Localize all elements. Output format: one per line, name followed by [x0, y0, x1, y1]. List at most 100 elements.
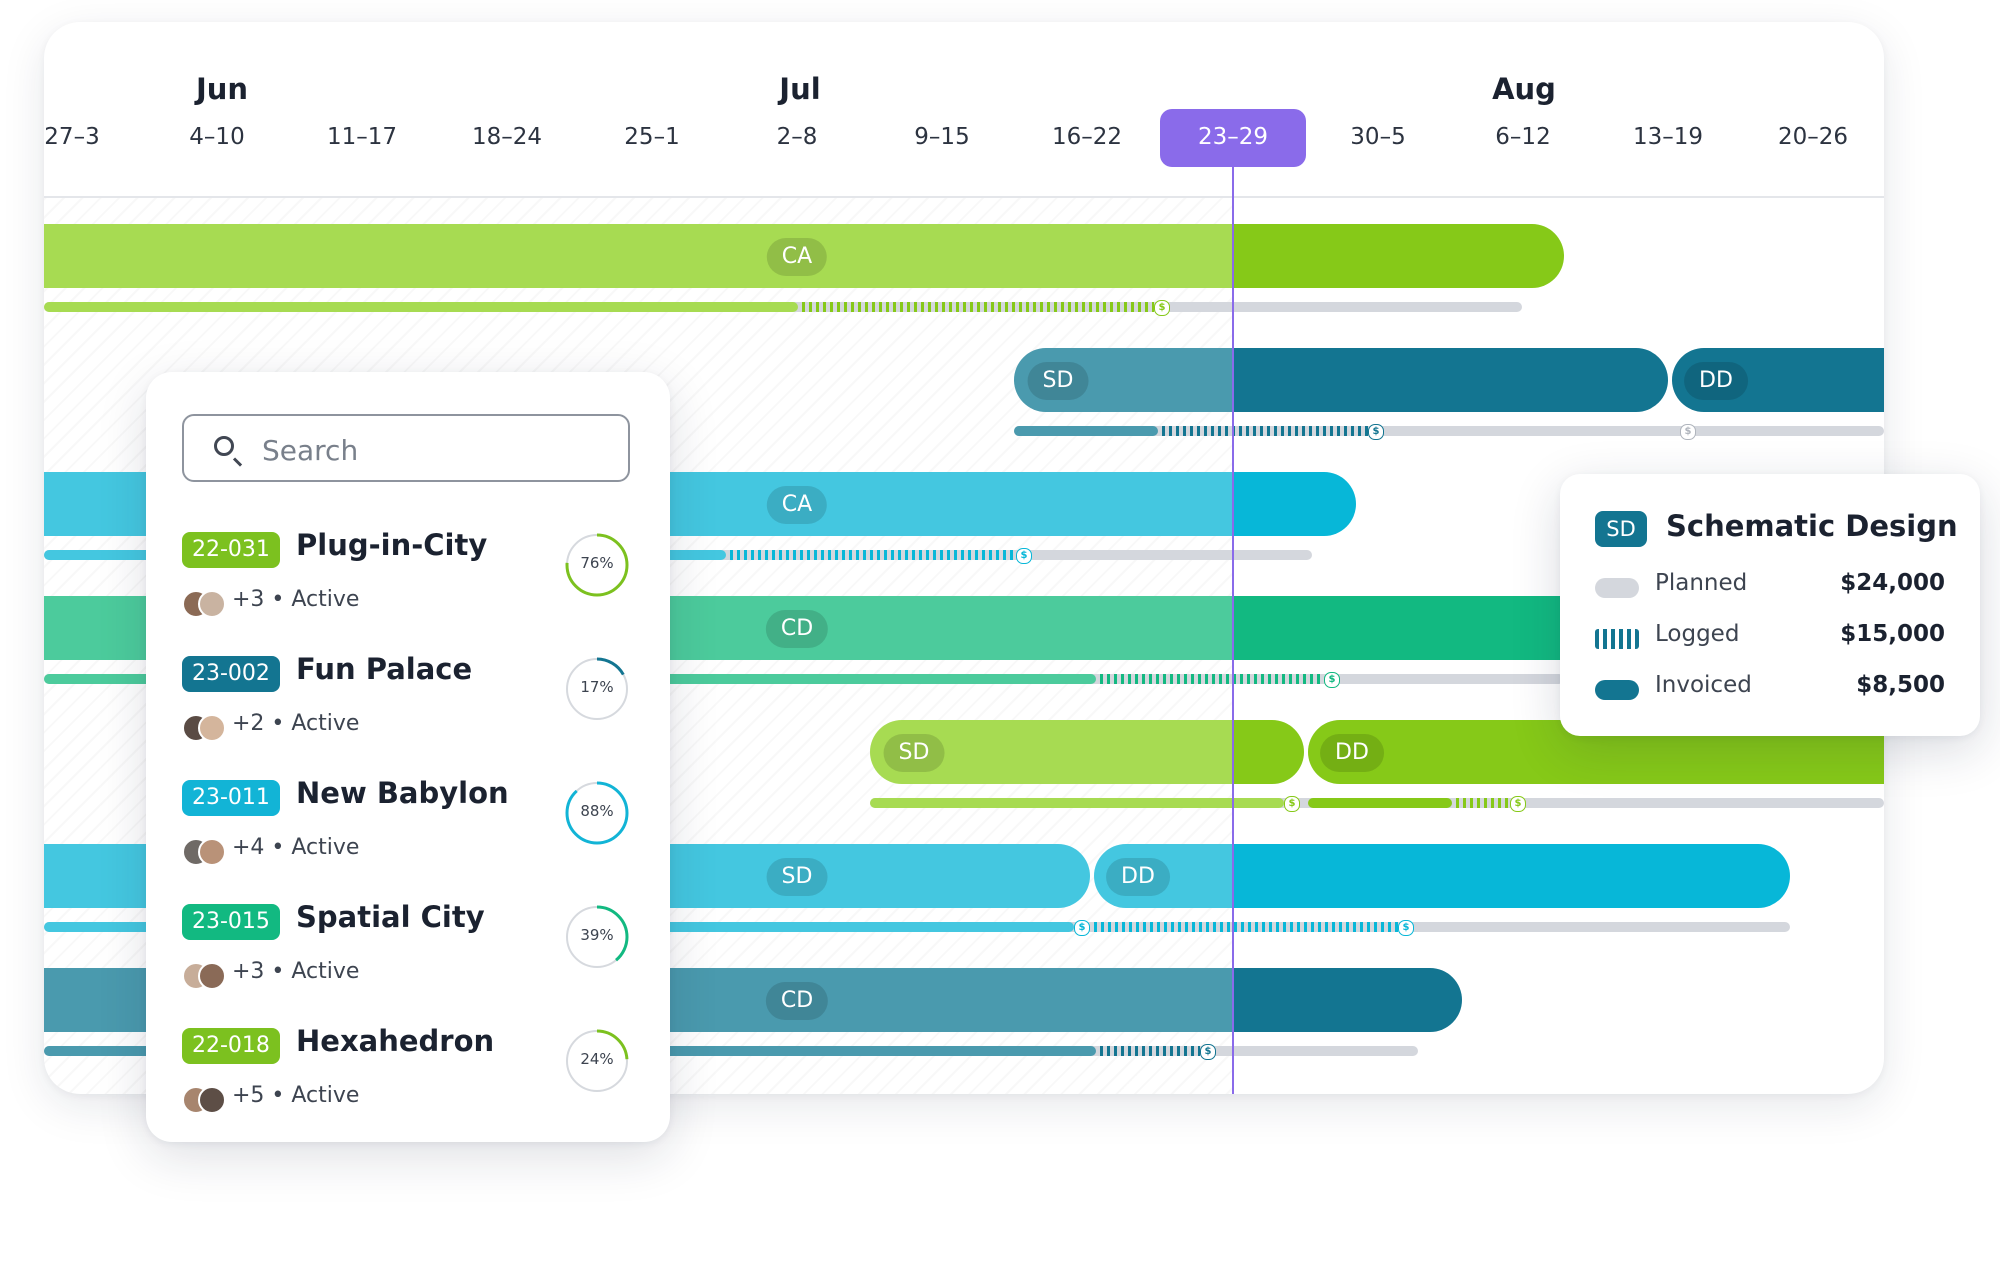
progress-ring — [565, 657, 629, 721]
month-label: Aug — [1492, 72, 1556, 106]
logged-bar — [1094, 922, 1398, 932]
header-divider — [44, 196, 1884, 198]
project-list-item[interactable]: 23-002 Fun Palace +2 • Active 17% — [182, 652, 632, 766]
row-label: Planned — [1655, 570, 1748, 596]
planned-swatch — [1595, 578, 1639, 598]
logged-bar — [1100, 1046, 1200, 1056]
phase-label: SD — [1027, 362, 1089, 400]
row-value: $24,000 — [1840, 570, 1945, 596]
row-label: Logged — [1655, 621, 1740, 647]
logged-bar — [802, 302, 1154, 312]
search-icon — [214, 436, 234, 456]
avatar — [198, 714, 226, 742]
phase-label: CD — [765, 610, 829, 648]
avatar — [198, 590, 226, 618]
week-label[interactable]: 4–10 — [189, 124, 245, 150]
project-code-badge: 22-031 — [182, 532, 280, 568]
week-label[interactable]: 20–26 — [1777, 124, 1849, 150]
month-label: Jun — [195, 72, 249, 106]
logged-swatch — [1595, 629, 1639, 649]
project-list-item[interactable]: 23-011 New Babylon +4 • Active 88% — [182, 776, 632, 890]
phase-label: DD — [1106, 858, 1170, 896]
current-week-highlight[interactable] — [1160, 109, 1306, 167]
invoiced-swatch — [1595, 680, 1639, 700]
project-code-badge: 22-018 — [182, 1028, 280, 1064]
dollar-icon: $ — [1510, 796, 1526, 812]
budget-track — [1014, 426, 1884, 436]
project-name: Plug-in-City — [296, 528, 488, 562]
project-name: Hexahedron — [296, 1024, 495, 1058]
logged-bar — [1162, 426, 1368, 436]
row-value: $15,000 — [1840, 621, 1945, 647]
project-list-item[interactable]: 22-031 Plug-in-City +3 • Active 76% — [182, 528, 632, 642]
project-list-item[interactable]: 23-015 Spatial City +3 • Active 39% — [182, 900, 632, 1014]
project-name: Spatial City — [296, 900, 485, 934]
today-marker — [1232, 166, 1234, 1094]
logged-bar — [730, 550, 1016, 560]
progress-ring — [565, 533, 629, 597]
project-code-badge: 23-002 — [182, 656, 280, 692]
project-search-panel: 22-031 Plug-in-City +3 • Active 76% 23-0… — [146, 372, 670, 1142]
tooltip-row-planned: Planned $24,000 — [1595, 570, 1945, 600]
progress-percent: 76% — [580, 554, 614, 572]
dollar-icon: $ — [1284, 796, 1300, 812]
phase-bar[interactable]: DD — [1094, 844, 1790, 908]
dollar-icon: $ — [1398, 920, 1414, 936]
invoiced-bar — [1308, 798, 1452, 808]
phase-bar[interactable]: CA — [44, 224, 1564, 288]
phase-label: CA — [766, 238, 828, 276]
progress-ring — [565, 781, 629, 845]
progress-percent: 88% — [580, 802, 614, 820]
avatar — [198, 838, 226, 866]
avatar-group — [182, 714, 226, 742]
dollar-icon: $ — [1200, 1044, 1216, 1060]
project-code-badge: 23-011 — [182, 780, 280, 816]
week-label-current[interactable]: 23–29 — [1197, 124, 1269, 150]
avatar-group — [182, 590, 226, 618]
phase-tooltip: SD Schematic Design Planned $24,000 Logg… — [1560, 474, 1980, 736]
week-label[interactable]: 13–19 — [1632, 124, 1704, 150]
project-meta: +3 • Active — [232, 587, 360, 612]
project-list-item[interactable]: 22-018 Hexahedron +5 • Active 24% — [182, 1024, 632, 1138]
tooltip-row-invoiced: Invoiced $8,500 — [1595, 672, 1945, 702]
week-label[interactable]: 18–24 — [471, 124, 543, 150]
week-label[interactable]: 11–17 — [326, 124, 398, 150]
week-label[interactable]: 9–15 — [914, 124, 970, 150]
dollar-icon: $ — [1324, 672, 1340, 688]
avatar-group — [182, 1086, 226, 1114]
progress-percent: 39% — [580, 926, 614, 944]
row-label: Invoiced — [1655, 672, 1752, 698]
week-label[interactable]: 6–12 — [1495, 124, 1551, 150]
progress-percent: 17% — [580, 678, 614, 696]
progress-percent: 24% — [580, 1050, 614, 1068]
week-label[interactable]: 27–3 — [44, 124, 100, 150]
phase-bar[interactable]: SD — [870, 720, 1304, 784]
week-label[interactable]: 16–22 — [1051, 124, 1123, 150]
avatar-group — [182, 962, 226, 990]
project-meta: +2 • Active — [232, 711, 360, 736]
project-name: New Babylon — [296, 776, 509, 810]
phase-bar[interactable]: SD — [1014, 348, 1668, 412]
project-name: Fun Palace — [296, 652, 473, 686]
dollar-icon: $ — [1074, 920, 1090, 936]
dollar-icon: $ — [1154, 300, 1170, 316]
avatar — [198, 1086, 226, 1114]
phase-bar[interactable]: DD — [1672, 348, 1884, 412]
search-box[interactable] — [182, 414, 630, 482]
invoiced-bar — [1014, 426, 1158, 436]
phase-label: SD — [883, 734, 945, 772]
dollar-icon: $ — [1016, 548, 1032, 564]
phase-label: CD — [765, 982, 829, 1020]
phase-label: SD — [766, 858, 828, 896]
tooltip-title: Schematic Design — [1666, 509, 1958, 543]
search-input[interactable] — [260, 430, 594, 470]
week-label[interactable]: 25–1 — [624, 124, 680, 150]
project-code-badge: 23-015 — [182, 904, 280, 940]
row-value: $8,500 — [1856, 672, 1945, 698]
invoiced-bar — [870, 798, 1284, 808]
phase-badge: SD — [1595, 511, 1647, 547]
week-label[interactable]: 2–8 — [776, 124, 818, 150]
project-meta: +3 • Active — [232, 959, 360, 984]
week-label[interactable]: 30–5 — [1350, 124, 1406, 150]
project-meta: +4 • Active — [232, 835, 360, 860]
